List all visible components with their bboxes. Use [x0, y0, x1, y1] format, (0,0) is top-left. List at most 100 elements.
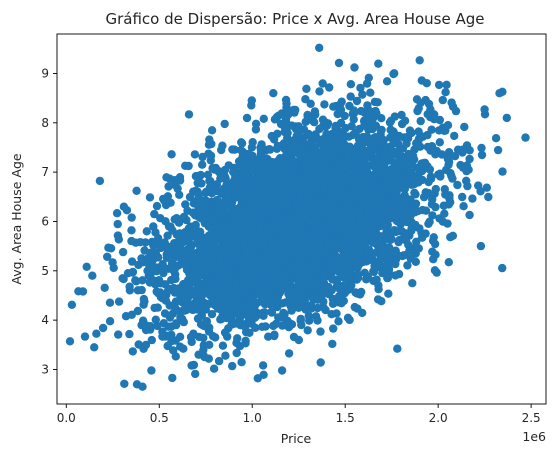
scatter-point [418, 205, 427, 215]
scatter-point [362, 162, 371, 172]
scatter-point [152, 238, 162, 248]
scatter-point [127, 213, 136, 222]
scatter-point [154, 276, 164, 285]
scatter-point [438, 217, 448, 226]
scatter-point [253, 374, 262, 383]
scatter-point [344, 253, 353, 262]
scatter-point [215, 272, 225, 281]
scatter-point [477, 150, 487, 160]
scatter-point [367, 200, 376, 210]
scatter-point [205, 340, 214, 349]
scatter-point [444, 148, 454, 157]
x-tick-label: 0.5 [150, 411, 169, 425]
scatter-point [502, 113, 511, 123]
scatter-point [141, 238, 150, 247]
scatter-point [417, 233, 427, 242]
scatter-point [382, 263, 391, 272]
scatter-point [269, 89, 278, 98]
scatter-point [273, 260, 283, 269]
scatter-point [315, 218, 324, 228]
scatter-point [443, 154, 453, 164]
scatter-point [414, 244, 423, 253]
scatter-point [319, 278, 328, 287]
scatter-point [495, 89, 504, 98]
scatter-point [127, 226, 136, 235]
scatter-point [366, 88, 375, 97]
scatter-point [298, 241, 307, 250]
scatter-point [400, 116, 410, 126]
scatter-point [80, 332, 90, 341]
scatter-point [234, 184, 243, 193]
scatter-point [127, 236, 136, 246]
scatter-point [264, 229, 273, 238]
x-axis-label: Price [281, 431, 312, 446]
scatter-point [319, 247, 329, 256]
scatter-point [386, 125, 395, 134]
scatter-point [290, 296, 300, 305]
scatter-point [365, 246, 374, 256]
scatter-point [104, 243, 113, 252]
scatter-point [231, 172, 240, 182]
scatter-point [105, 298, 115, 307]
scatter-point [310, 228, 320, 237]
scatter-point [114, 297, 124, 306]
scatter-point [450, 131, 459, 141]
scatter-point [337, 97, 346, 106]
scatter-point [355, 204, 365, 213]
scatter-point [113, 219, 122, 229]
scatter-point [394, 131, 404, 141]
scatter-point [427, 200, 437, 209]
scatter-point [291, 170, 300, 180]
scatter-point [321, 118, 330, 127]
scatter-point [350, 302, 359, 312]
scatter-point [411, 220, 420, 230]
scatter-point [279, 308, 288, 318]
scatter-point [269, 189, 278, 199]
scatter-point [158, 332, 167, 341]
scatter-point [355, 255, 364, 264]
scatter-point [100, 283, 109, 292]
scatter-point [200, 208, 210, 217]
scatter-point [213, 195, 222, 205]
scatter-point [98, 323, 108, 333]
scatter-point [255, 228, 265, 238]
scatter-point [348, 167, 357, 176]
scatter-point [447, 98, 456, 107]
scatter-point [206, 151, 216, 160]
scatter-point [193, 178, 202, 188]
scatter-point [203, 241, 212, 250]
scatter-point [371, 230, 380, 239]
scatter-point [328, 275, 337, 284]
scatter-point [140, 297, 149, 306]
scatter-point [171, 274, 180, 284]
scatter-point [193, 314, 203, 323]
scatter-point [406, 152, 415, 161]
scatter-point [193, 195, 203, 205]
scatter-point [239, 272, 248, 282]
scatter-point [351, 243, 360, 253]
scatter-point [240, 206, 250, 215]
scatter-point [267, 308, 277, 317]
scatter-point [67, 300, 77, 309]
scatter-point [422, 189, 431, 198]
scatter-point [281, 115, 291, 124]
scatter-point [65, 337, 75, 346]
scatter-point [162, 173, 171, 182]
scatter-point [203, 170, 213, 179]
scatter-point [359, 134, 369, 143]
scatter-point [458, 192, 467, 202]
scatter-point [287, 121, 296, 130]
scatter-point [250, 179, 260, 189]
scatter-point [324, 284, 333, 293]
scatter-point [300, 233, 309, 243]
scatter-point [351, 288, 360, 297]
scatter-point [120, 379, 129, 388]
scatter-point [431, 250, 440, 259]
scatter-point [386, 165, 395, 174]
scatter-point [351, 150, 360, 160]
scatter-point [362, 114, 371, 123]
y-tick-label: 7 [41, 165, 49, 179]
scatter-point [306, 99, 315, 109]
scatter-point [264, 203, 274, 213]
scatter-point [160, 309, 170, 318]
